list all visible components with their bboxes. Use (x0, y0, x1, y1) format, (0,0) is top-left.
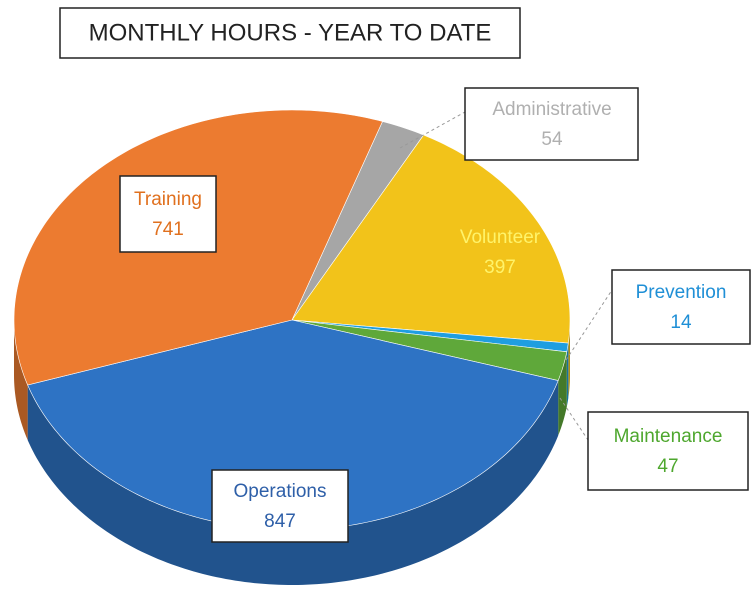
pie (13, 109, 571, 585)
slice-side (568, 320, 570, 399)
leader-line (565, 289, 613, 361)
value-label: 847 (264, 511, 296, 532)
value-label: 397 (484, 257, 516, 278)
slice-side (27, 380, 559, 585)
slice-label: Training (134, 189, 202, 210)
slice-side (558, 351, 567, 436)
slice-label: Administrative (492, 99, 611, 120)
value-label: 14 (670, 312, 692, 333)
value-label: 47 (657, 456, 678, 477)
slice (291, 121, 425, 321)
label-box (464, 87, 639, 161)
label-box (611, 269, 751, 345)
slice-side (14, 320, 28, 440)
leader-line (559, 397, 589, 441)
slice-label: Prevention (636, 282, 727, 303)
slice-label: Volunteer (460, 227, 541, 248)
label-box (587, 411, 749, 491)
title-box (59, 7, 521, 59)
slice-side (566, 343, 569, 407)
label-box (119, 175, 217, 253)
slice-label: Maintenance (614, 426, 723, 447)
label-box (211, 469, 349, 543)
slice-label: Operations (234, 481, 327, 502)
value-label: 741 (152, 219, 184, 240)
chart-title: MONTHLY HOURS - YEAR TO DATE (89, 19, 492, 46)
value-label: 54 (541, 129, 563, 150)
leader-line (399, 111, 466, 149)
